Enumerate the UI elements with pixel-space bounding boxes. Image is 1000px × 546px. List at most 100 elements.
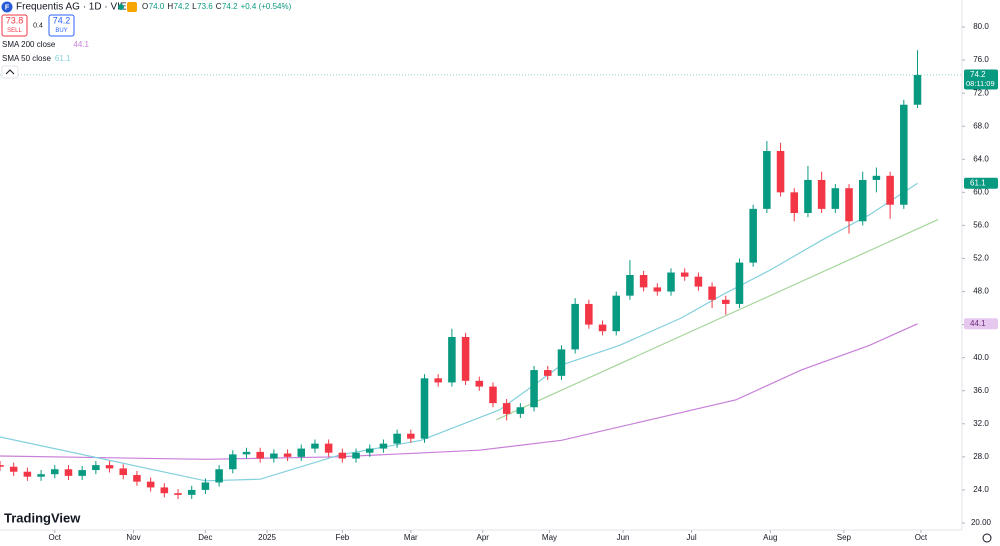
candle-body <box>37 474 45 477</box>
candle-body <box>708 286 716 300</box>
y-tick-label: 24.0 <box>973 485 989 494</box>
y-tick-label: 52.0 <box>973 254 989 263</box>
candle-body <box>872 175 881 180</box>
ohlc-value: 73.6 <box>197 2 213 11</box>
candle-body <box>598 324 607 332</box>
y-tick-label: 68.0 <box>973 121 989 130</box>
candle-body <box>489 386 497 404</box>
candle-body <box>174 493 182 495</box>
ohlc-change: +0.4 (+0.54%) <box>241 2 292 11</box>
candle-body <box>749 208 757 263</box>
price-badge <box>964 177 998 189</box>
candle-body <box>639 275 648 288</box>
delay-badge <box>127 2 137 12</box>
candle-body <box>694 276 703 287</box>
sma-line <box>0 182 918 482</box>
candle-body <box>352 452 360 459</box>
y-tick-label: 20.00 <box>971 518 992 527</box>
candle-body <box>229 454 237 470</box>
candle-body <box>653 287 662 292</box>
candle-body <box>763 151 771 209</box>
candle-body <box>9 466 18 472</box>
price-badge-label: 44.1 <box>970 319 986 328</box>
candle-body <box>133 475 141 482</box>
buy-button[interactable] <box>48 14 75 37</box>
x-tick-label: Oct <box>915 533 928 542</box>
candle-body <box>23 471 32 477</box>
candle-body <box>585 303 593 325</box>
x-tick-label: Jul <box>686 533 696 542</box>
candle-body <box>543 370 552 376</box>
candle-body <box>516 407 525 414</box>
y-tick-label: 36.0 <box>973 386 989 395</box>
candle-body <box>913 74 922 105</box>
candle-body <box>502 403 511 414</box>
price-badge-label: 74.2 <box>970 70 986 79</box>
x-tick-label: Jun <box>617 533 630 542</box>
candle-body <box>886 175 894 205</box>
candle-body <box>804 179 812 214</box>
buy-price: 74.2 <box>53 15 71 25</box>
x-tick-label: Oct <box>49 533 62 542</box>
candle-body <box>831 188 840 209</box>
y-tick-label: 40.0 <box>973 353 989 362</box>
candle-body <box>434 378 442 383</box>
symbol-title: Frequentis AG · 1D · VIE <box>16 2 127 13</box>
candle-body <box>146 481 155 488</box>
candle-body <box>680 272 689 277</box>
collapse-icon <box>5 69 15 75</box>
candle-body <box>311 443 319 449</box>
candle-body <box>256 451 264 459</box>
indicator-name: SMA 50 close <box>2 54 51 63</box>
candle-body <box>160 487 169 494</box>
candle-body <box>215 469 223 483</box>
candle-body <box>448 336 456 383</box>
x-tick-label: Nov <box>126 533 140 542</box>
candle-body <box>845 188 853 222</box>
candle-body <box>790 192 799 214</box>
candle-body <box>297 448 306 457</box>
ohlc-legend: O 74.0 H 74.2 L 73.6 C 74.2 +0.4 (+0.54%) <box>142 2 292 11</box>
candle-body <box>338 452 347 459</box>
candle-body <box>0 465 4 467</box>
candle-body <box>393 433 401 444</box>
watermark: TradingView <box>4 510 81 525</box>
candle-body <box>201 482 210 490</box>
collapse-button[interactable] <box>1 65 19 79</box>
x-tick-label: Aug <box>763 533 777 542</box>
candle-body <box>900 104 908 205</box>
y-tick-label: 80.0 <box>973 22 989 31</box>
candle-body <box>557 349 566 376</box>
trendline <box>496 219 939 421</box>
x-tick-label: 2025 <box>258 533 276 542</box>
spread: 0.4 <box>33 22 43 29</box>
logo <box>1 1 13 13</box>
candle-body <box>187 489 196 495</box>
candle-body <box>119 468 128 476</box>
candle-body <box>105 465 114 469</box>
candle-body <box>475 380 484 387</box>
candle-body <box>51 469 59 475</box>
ohlc-key: H <box>167 2 173 11</box>
sell-price: 73.8 <box>6 15 24 25</box>
candle-body <box>461 336 470 381</box>
y-tick-label: 28.0 <box>973 452 989 461</box>
ohlc-value: 74.0 <box>149 2 165 11</box>
candle-body <box>78 470 86 476</box>
candle-body <box>530 370 538 408</box>
candle-body <box>667 272 675 292</box>
indicator-value: 44.1 <box>73 40 89 49</box>
settings-icon[interactable] <box>982 533 992 543</box>
countdown: 08:11:09 <box>966 79 995 88</box>
candle-body <box>612 295 620 332</box>
x-tick-label: Sep <box>837 533 852 542</box>
sell-button[interactable] <box>1 14 28 37</box>
logo-text: F <box>5 4 10 11</box>
y-tick-label: 56.0 <box>973 221 989 230</box>
price-badge-label: 61.1 <box>970 178 986 187</box>
price-badge <box>964 69 998 90</box>
market-status <box>118 4 124 10</box>
